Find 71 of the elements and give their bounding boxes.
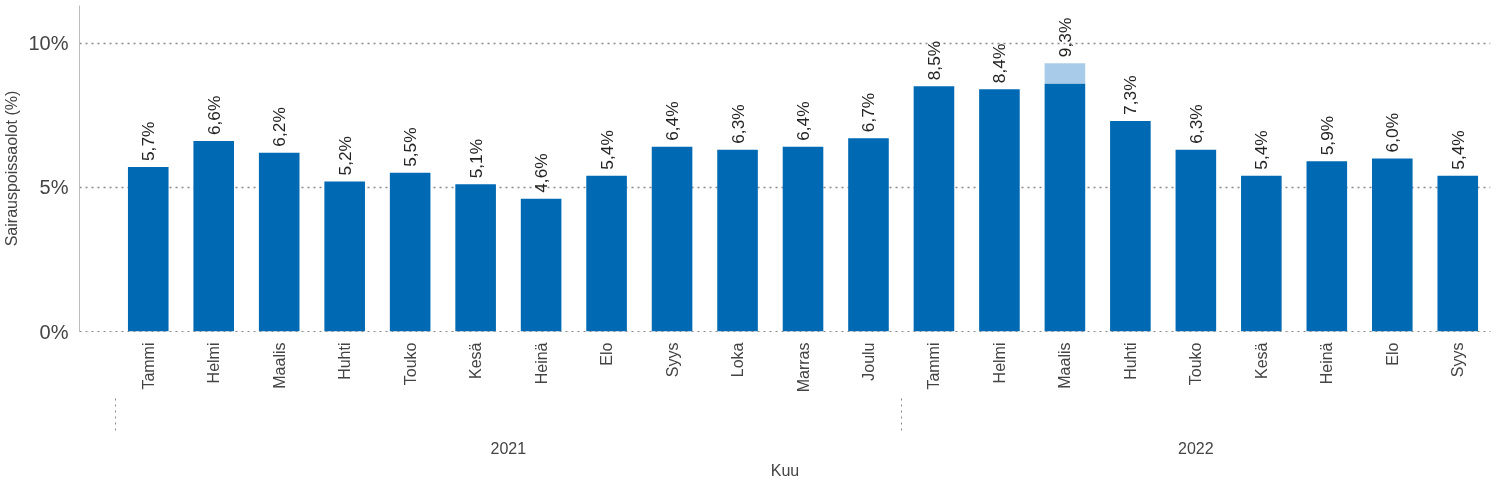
x-tick-label: Heinä [532, 342, 550, 385]
bar [1175, 149, 1217, 332]
total-label: 6,4% [662, 101, 683, 141]
x-tick-label: Elo [598, 342, 616, 366]
total-label: 4,6% [531, 153, 552, 193]
y-axis-title: Sairauspoissaolot (%) [3, 90, 21, 247]
total-label: 6,7% [858, 92, 879, 133]
bar [848, 138, 889, 332]
x-axis-title: Kuu [770, 461, 800, 479]
total-label: 5,4% [1251, 130, 1272, 170]
bar [979, 89, 1020, 332]
total-label: 8,5% [923, 40, 944, 81]
bar [1437, 175, 1479, 332]
y-tick-label: 5% [39, 176, 69, 199]
total-label: 5,5% [400, 127, 421, 167]
bar [913, 86, 955, 332]
total-label: 7,3% [1120, 75, 1141, 115]
bar [258, 152, 300, 332]
total-label: 5,1% [465, 138, 486, 179]
text: 2022 [1178, 439, 1214, 457]
x-tick-label: Huhti [336, 342, 354, 380]
total-label: 6,0% [1382, 112, 1403, 153]
x-tick-label: Maalis [1056, 342, 1074, 389]
total-label: 5,4% [596, 130, 617, 170]
bar [1044, 83, 1086, 332]
total-label: 6,2% [269, 107, 290, 147]
y-tick-label: 0% [39, 320, 69, 343]
bar [651, 146, 693, 332]
total-label: 5,9% [1316, 115, 1337, 156]
y-tick-label: 10% [28, 32, 69, 54]
x-tick-label: Touko [401, 342, 419, 386]
x-tick-label: Kesä [1252, 342, 1270, 379]
bar [782, 146, 824, 332]
x-tick-label: Loka [729, 342, 747, 378]
x-tick-label: Syys [1449, 342, 1467, 378]
bar [586, 175, 627, 332]
bar [520, 198, 562, 332]
bar [1044, 63, 1086, 84]
x-tick-label: Helmi [990, 342, 1008, 384]
bar [455, 184, 496, 332]
x-tick-label: Touko [1187, 342, 1205, 386]
x-tick-label: Tammi [139, 342, 157, 390]
x-tick-label: Heinä [1318, 342, 1336, 385]
total-label: 5,7% [138, 121, 159, 162]
x-tick-label: Kesä [467, 342, 485, 379]
bar [717, 149, 758, 332]
total-label: 8,4% [989, 43, 1010, 84]
total-label: 5,2% [334, 135, 355, 176]
bar [1371, 158, 1413, 332]
total-label: 9,3% [1054, 17, 1075, 58]
bar [1306, 161, 1348, 332]
bar [324, 181, 365, 332]
x-tick-label: Syys [663, 342, 681, 378]
total-label: 5,4% [1447, 130, 1468, 170]
total-label: 6,6% [203, 95, 224, 136]
x-tick-label: Helmi [205, 342, 223, 384]
total-label: 6,3% [1185, 104, 1206, 144]
bar [193, 141, 235, 332]
bar [127, 167, 169, 332]
bar [1110, 120, 1151, 332]
text: 2021 [490, 439, 527, 457]
x-tick-label: Huhti [1121, 342, 1139, 380]
bar [1241, 175, 1282, 332]
x-tick-label: Maalis [270, 342, 288, 389]
x-tick-label: Joulu [859, 342, 877, 381]
x-tick-label: Elo [1383, 342, 1401, 366]
x-tick-label: Marras [794, 342, 812, 393]
x-tick-label: Tammi [925, 342, 943, 390]
bar [389, 172, 431, 332]
total-label: 6,3% [727, 104, 748, 144]
total-label: 6,4% [793, 101, 814, 141]
